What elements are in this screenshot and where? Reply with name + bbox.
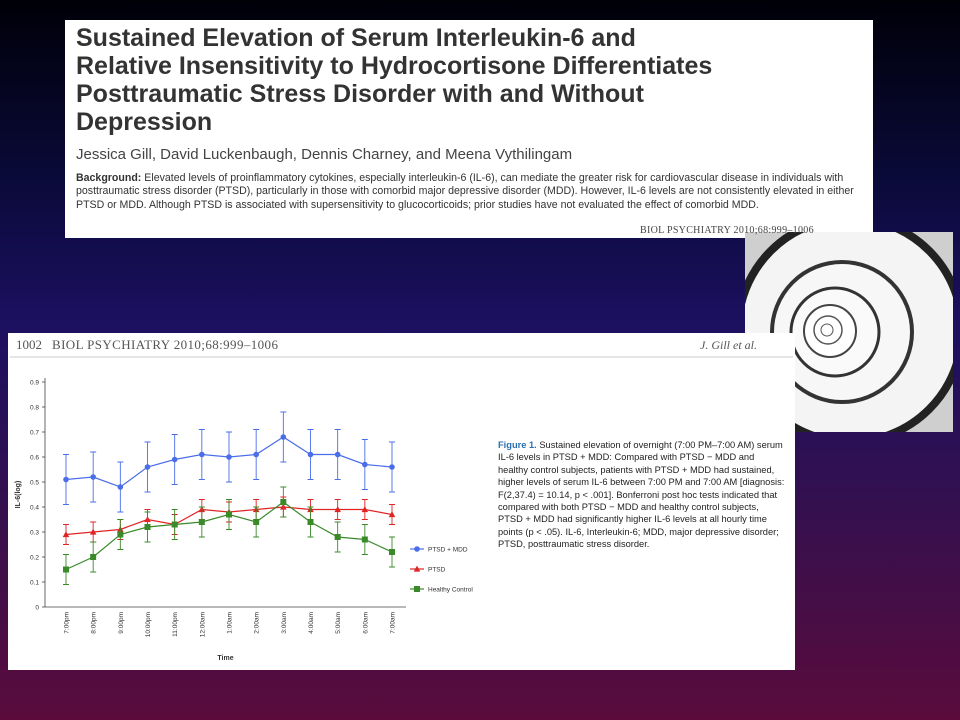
chart: 0 0.1 0.2 0.3 0.4 0.5 0.6 0.7 0.8 0.9 7:00pm 8:00pm… bbox=[15, 378, 473, 662]
data-point bbox=[334, 534, 341, 540]
y-tick-label: 0.8 bbox=[30, 405, 39, 412]
data-point bbox=[199, 451, 205, 458]
x-tick-label: 6:00am bbox=[362, 612, 369, 634]
y-tick-label: 0 bbox=[35, 605, 39, 612]
data-point bbox=[334, 451, 341, 458]
data-point bbox=[171, 521, 178, 528]
article-panel bbox=[65, 20, 873, 238]
y-tick-label: 0.5 bbox=[30, 480, 39, 487]
x-tick-label: 3:00am bbox=[281, 612, 288, 634]
data-point bbox=[144, 524, 151, 530]
y-tick-label: 0.4 bbox=[30, 505, 39, 512]
background-label: Background: bbox=[76, 172, 142, 184]
x-tick-label: 4:00am bbox=[308, 612, 315, 634]
citation: BIOL PSYCHIATRY 2010;68:999–1006 bbox=[640, 225, 814, 236]
page-number: 1002 bbox=[16, 337, 42, 352]
data-point bbox=[334, 506, 341, 513]
data-point bbox=[226, 511, 232, 518]
clock-image bbox=[745, 232, 953, 432]
article-title: Sustained Elevation of Serum Interleukin… bbox=[76, 24, 866, 136]
data-point bbox=[362, 461, 368, 468]
data-point bbox=[361, 506, 369, 513]
authors: Jessica Gill, David Luckenbaugh, Dennis … bbox=[76, 146, 573, 163]
y-tick-label: 0.7 bbox=[30, 430, 39, 437]
y-tick-label: 0.1 bbox=[30, 580, 39, 587]
figure-panel bbox=[8, 333, 795, 670]
data-point bbox=[280, 499, 287, 505]
x-tick-label: 11:00pm bbox=[172, 612, 179, 637]
title-line: Sustained Elevation of Serum Interleukin… bbox=[76, 24, 636, 52]
y-tick-label: 0.6 bbox=[30, 455, 39, 462]
x-axis-label: Time bbox=[217, 655, 233, 662]
title-line: Relative Insensitivity to Hydrocortisone… bbox=[76, 52, 713, 80]
data-point bbox=[63, 476, 69, 483]
data-point bbox=[361, 536, 368, 543]
data-point bbox=[307, 451, 314, 458]
data-point bbox=[117, 484, 124, 490]
data-point bbox=[89, 528, 97, 535]
x-tick-label: 12:00am bbox=[199, 612, 206, 637]
data-point bbox=[389, 549, 395, 555]
legend-label: PTSD bbox=[428, 566, 446, 573]
legend-marker bbox=[413, 565, 421, 572]
data-point bbox=[198, 519, 205, 525]
journal: BIOL PSYCHIATRY 2010;68:999–1006 bbox=[52, 337, 279, 352]
title-line: Depression bbox=[76, 108, 213, 136]
caption-text: Sustained elevation of overnight (7:00 P… bbox=[498, 440, 785, 550]
x-tick-label: 9:00pm bbox=[118, 612, 125, 634]
data-point bbox=[63, 566, 69, 573]
x-tick-label: 8:00pm bbox=[91, 612, 98, 634]
legend-label: Healthy Control bbox=[428, 586, 473, 593]
x-tick-label: 1:00am bbox=[227, 612, 234, 634]
x-tick-label: 2:00am bbox=[254, 612, 261, 634]
x-tick-label: 7:00am bbox=[390, 612, 397, 634]
background-paragraph: Background: Elevated levels of proinflam… bbox=[76, 172, 866, 212]
data-point bbox=[90, 554, 97, 560]
data-point bbox=[307, 519, 314, 525]
y-tick-label: 0.9 bbox=[30, 380, 39, 387]
title-line: Posttraumatic Stress Disorder with and W… bbox=[76, 80, 644, 108]
data-point bbox=[171, 456, 178, 463]
running-author: J. Gill et al. bbox=[700, 338, 757, 352]
data-point bbox=[253, 519, 260, 525]
legend-marker bbox=[414, 546, 420, 552]
caption-label: Figure 1. bbox=[498, 440, 537, 450]
figure-caption: Figure 1. Sustained elevation of overnig… bbox=[498, 439, 786, 551]
legend-marker bbox=[414, 586, 420, 592]
x-tick-label: 10:00pm bbox=[145, 612, 152, 637]
y-axis-label: IL-6(log) bbox=[15, 481, 22, 509]
x-tick-label: 7:00pm bbox=[64, 612, 71, 634]
data-point bbox=[62, 531, 70, 538]
data-point bbox=[226, 454, 232, 460]
data-point bbox=[90, 474, 96, 480]
data-point bbox=[389, 464, 395, 470]
y-tick-label: 0.2 bbox=[30, 555, 39, 562]
data-point bbox=[388, 511, 396, 518]
data-point bbox=[280, 434, 287, 440]
y-tick-label: 0.3 bbox=[30, 530, 39, 537]
data-point bbox=[117, 531, 124, 538]
x-tick-label: 5:00am bbox=[335, 612, 342, 634]
background-text: Elevated levels of proinflammatory cytok… bbox=[76, 172, 854, 211]
data-point bbox=[253, 451, 259, 458]
data-point bbox=[144, 464, 151, 470]
legend-label: PTSD + MDD bbox=[428, 546, 468, 553]
